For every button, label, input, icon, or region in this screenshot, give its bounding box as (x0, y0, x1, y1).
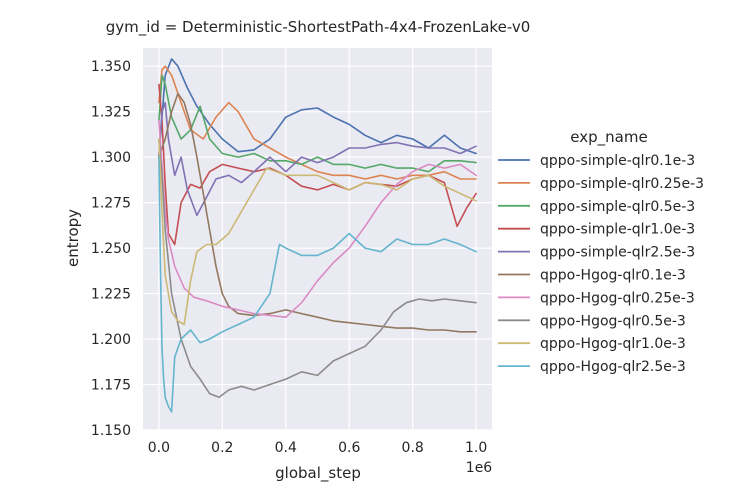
legend-title: exp_name (570, 128, 647, 147)
x-tick-label: 0.8 (402, 440, 424, 456)
series-line-qppo-Hgog-qlr0.25e-3 (158, 120, 477, 319)
grid (143, 48, 492, 431)
y-tick-label: 1.300 (91, 150, 131, 166)
series-line-qppo-Hgog-qlr1.0e-3 (158, 138, 477, 326)
legend-label: qppo-simple-qlr0.1e-3 (540, 153, 695, 169)
series-line-qppo-simple-qlr0.5e-3 (158, 74, 477, 173)
chart-title: gym_id = Deterministic-ShortestPath-4x4-… (106, 18, 531, 37)
y-tick-label: 1.150 (91, 423, 131, 439)
legend-label: qppo-simple-qlr1.0e-3 (540, 222, 695, 238)
x-tick-label: 1.0 (465, 440, 487, 456)
y-tick-label: 1.350 (91, 59, 131, 75)
series-layer (158, 58, 477, 413)
legend-label: qppo-Hgog-qlr0.5e-3 (540, 313, 686, 329)
legend-items: qppo-simple-qlr0.1e-3 qppo-simple-qlr0.25… (498, 153, 704, 375)
y-tick-label: 1.175 (91, 378, 131, 394)
legend: exp_name qppo-simple-qlr0.1e-3qppo-simpl… (498, 128, 704, 375)
legend-label: qppo-Hgog-qlr0.25e-3 (540, 290, 695, 306)
series-line-qppo-Hgog-qlr2.5e-3 (158, 156, 477, 413)
y-tick-label: 1.200 (91, 332, 131, 348)
x-tick-label: 0.4 (275, 440, 297, 456)
legend-label: qppo-Hgog-qlr2.5e-3 (540, 359, 686, 375)
y-axis-label: entropy (64, 209, 82, 267)
x-tick-labels: 0.0 0.2 0.4 0.6 0.8 1.0 (148, 440, 488, 456)
series-line-qppo-simple-qlr2.5e-3 (158, 101, 477, 217)
x-tick-label: 0.0 (148, 440, 170, 456)
legend-label: qppo-Hgog-qlr0.1e-3 (540, 268, 686, 284)
legend-label: qppo-simple-qlr0.5e-3 (540, 199, 695, 215)
y-tick-label: 1.225 (91, 287, 131, 303)
y-tick-labels: 1.150 1.175 1.200 1.225 1.250 1.275 1.300 1.325… (91, 59, 131, 439)
series-line-qppo-Hgog-qlr0.5e-3 (158, 138, 477, 399)
series-line-qppo-simple-qlr0.1e-3 (158, 58, 477, 158)
legend-label: qppo-Hgog-qlr1.0e-3 (540, 336, 686, 352)
y-tick-label: 1.250 (91, 241, 131, 257)
y-tick-label: 1.325 (91, 105, 131, 121)
x-axis-label: global_step (275, 464, 361, 483)
x-tick-label: 0.2 (211, 440, 233, 456)
legend-label: qppo-simple-qlr2.5e-3 (540, 245, 695, 261)
series-line-qppo-simple-qlr0.25e-3 (158, 65, 477, 180)
x-tick-label: 0.6 (338, 440, 360, 456)
y-tick-label: 1.275 (91, 196, 131, 212)
x-axis-offset-label: 1e6 (466, 460, 493, 476)
legend-label: qppo-simple-qlr0.25e-3 (540, 176, 704, 192)
